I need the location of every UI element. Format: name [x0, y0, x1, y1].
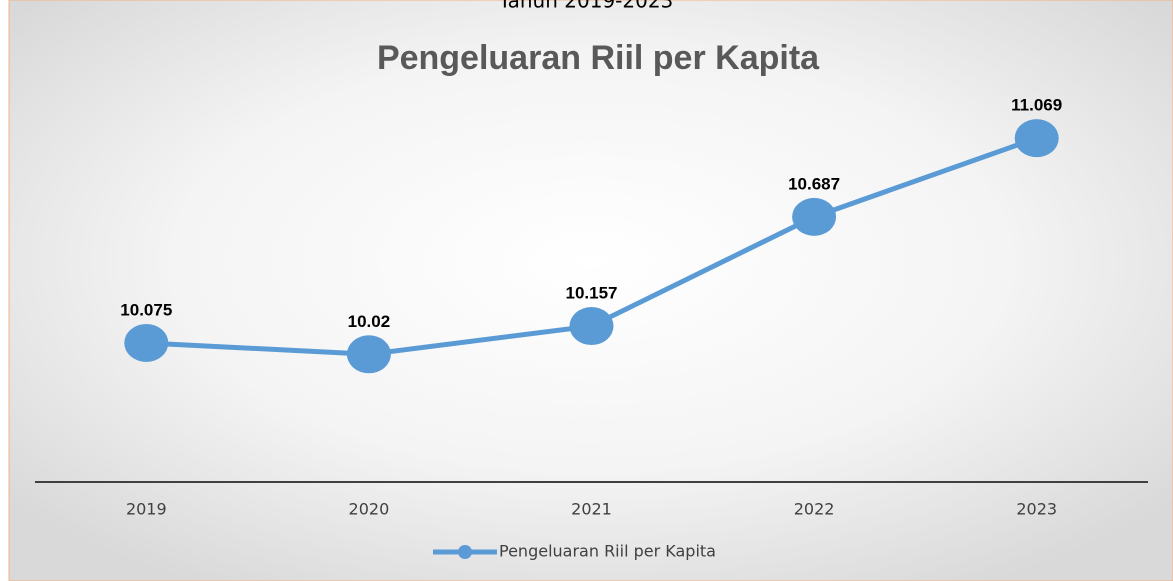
x-tick-label: 2019: [126, 500, 167, 519]
legend-label: Pengeluaran Riil per Kapita: [499, 542, 716, 561]
data-point: [124, 323, 169, 362]
data-label: 10.02: [348, 312, 391, 331]
x-tick-label: 2021: [571, 500, 612, 519]
data-label: 11.069: [1011, 96, 1062, 115]
x-tick-label: 2022: [794, 500, 835, 519]
data-point: [346, 335, 391, 374]
data-label: 10.075: [120, 300, 172, 319]
chart-area: [8, 0, 1173, 581]
x-tick-label: 2020: [349, 500, 390, 519]
legend-marker: [458, 545, 472, 559]
data-point: [1014, 119, 1059, 158]
data-label: 10.687: [788, 174, 840, 193]
data-point: [792, 197, 837, 236]
chart-title: Pengeluaran Riil per Kapita: [377, 39, 820, 77]
data-point: [569, 307, 614, 346]
chart-subtitle: Tahun 2019-2023: [498, 0, 674, 13]
x-tick-label: 2023: [1016, 500, 1057, 519]
data-label: 10.157: [566, 284, 618, 303]
